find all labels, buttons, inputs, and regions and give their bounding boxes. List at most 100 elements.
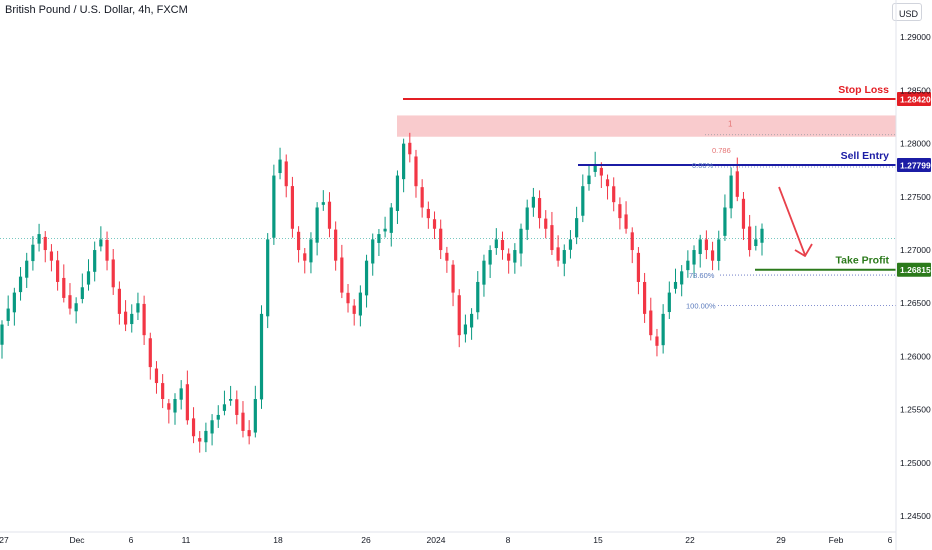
- candle: [544, 210, 548, 239]
- candle: [667, 281, 671, 320]
- candle-body: [680, 271, 684, 285]
- candle-body: [25, 260, 29, 278]
- candle-body: [259, 313, 264, 400]
- candle: [494, 228, 498, 255]
- candle: [198, 431, 202, 453]
- y-tick-label: 1.28500: [900, 85, 931, 95]
- candle: [476, 271, 480, 320]
- candle-body: [136, 303, 140, 313]
- candle-body: [340, 257, 344, 293]
- candle: [432, 211, 437, 240]
- candle: [760, 223, 764, 256]
- candle-body: [445, 252, 449, 261]
- candle-body: [469, 313, 474, 328]
- x-tick-label: Dec: [69, 535, 85, 545]
- x-tick-label: Feb: [829, 535, 844, 545]
- candle-body: [216, 414, 220, 420]
- candle-body: [581, 186, 585, 216]
- candle-body: [519, 228, 523, 254]
- x-tick-label: 22: [685, 535, 695, 545]
- candle: [278, 147, 282, 180]
- candle: [74, 297, 78, 324]
- candle-body: [593, 164, 597, 172]
- candle: [723, 194, 727, 241]
- candle: [414, 149, 418, 198]
- candle-body: [698, 239, 702, 255]
- candle: [105, 231, 109, 271]
- candle-body: [68, 295, 72, 309]
- y-tick-label: 1.28000: [900, 139, 931, 149]
- candle-body: [148, 338, 152, 368]
- candle: [383, 216, 387, 238]
- fib-0pct-label: 0.00%: [692, 161, 714, 170]
- candle-body: [111, 259, 115, 288]
- fib-zone-layer: 1: [397, 115, 896, 137]
- candle: [649, 297, 653, 341]
- candle: [222, 390, 227, 416]
- candle: [519, 223, 523, 267]
- candles-layer: [0, 132, 764, 453]
- candle: [575, 206, 579, 245]
- candle: [25, 252, 29, 288]
- candle-body: [253, 399, 257, 433]
- candle-body: [161, 383, 165, 399]
- candle: [482, 254, 486, 297]
- candle: [371, 233, 375, 276]
- sell-entry-label: Sell Entry: [841, 150, 890, 162]
- candle-body: [605, 179, 610, 187]
- candle-body: [389, 207, 393, 233]
- candle-body: [729, 175, 733, 209]
- candle-body: [507, 253, 511, 261]
- candle-body: [130, 313, 134, 325]
- candle: [327, 192, 332, 238]
- candle: [364, 254, 369, 308]
- x-tick-label: 2024: [427, 535, 446, 545]
- x-tick-label: 6: [888, 535, 893, 545]
- candle-body: [420, 187, 424, 208]
- candle-body: [272, 175, 276, 238]
- currency-button[interactable]: USD: [892, 3, 922, 21]
- candle: [346, 284, 350, 313]
- candle: [599, 162, 603, 188]
- candle: [562, 244, 566, 277]
- annotations-layer: Stop Loss 1.28420 Sell Entry 1.27799 Take Pr…: [403, 84, 931, 310]
- candle: [130, 304, 134, 333]
- candle: [704, 230, 708, 260]
- candle-body: [494, 239, 498, 249]
- candle-body: [222, 404, 227, 411]
- candle: [334, 221, 338, 271]
- candle-body: [327, 201, 332, 229]
- y-axis: 1.29000 1.28500 1.28000 1.27500 1.27000 1.265…: [895, 0, 931, 550]
- candle-body: [556, 247, 560, 261]
- candle-body: [741, 198, 746, 229]
- candle: [402, 138, 406, 193]
- x-axis: 27 Dec 6 11 18 26 2024 8 15 22 29 Feb 6: [0, 531, 896, 545]
- take-profit-label: Take Profit: [836, 255, 890, 267]
- candle: [630, 227, 634, 264]
- candle-body: [630, 232, 634, 251]
- candle: [154, 361, 159, 394]
- candle: [148, 332, 152, 380]
- candle-body: [229, 399, 233, 401]
- candle: [43, 231, 47, 263]
- candle: [605, 174, 610, 200]
- candle-body: [513, 250, 517, 263]
- candle-body: [748, 226, 752, 251]
- candle-body: [624, 214, 628, 229]
- candle-body: [210, 420, 214, 434]
- candle-body: [488, 250, 492, 265]
- candle-body: [315, 207, 319, 243]
- candle: [469, 308, 474, 340]
- candle-body: [667, 292, 671, 313]
- candle: [18, 267, 23, 301]
- candle: [216, 405, 220, 428]
- candle-body: [62, 277, 66, 298]
- candle-body: [439, 228, 443, 251]
- candle-body: [105, 239, 109, 261]
- candle-body: [154, 368, 159, 384]
- candle-body: [74, 303, 78, 312]
- candle-body: [643, 281, 647, 314]
- candle-body: [278, 159, 282, 174]
- candle-body: [661, 313, 665, 346]
